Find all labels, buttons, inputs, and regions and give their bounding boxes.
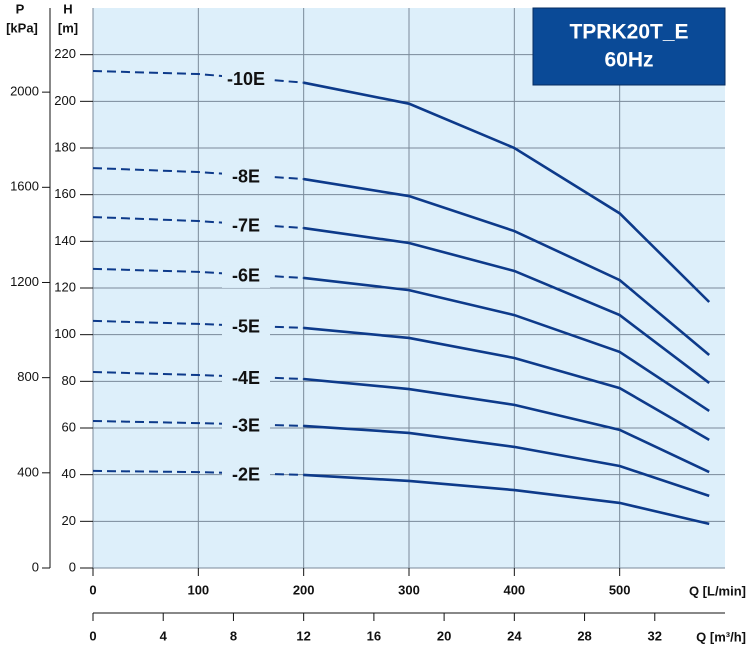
curve-label: -6E	[232, 266, 260, 286]
title-box	[532, 7, 726, 86]
x2-tick-label: 8	[230, 628, 237, 643]
curve-label: -3E	[232, 415, 260, 435]
y-tick-label: 120	[54, 279, 76, 294]
x-tick-label: 100	[187, 582, 209, 597]
x-label: Q [L/min]	[689, 583, 746, 598]
y2-label: P	[16, 1, 25, 16]
curve-label: -10E	[227, 69, 265, 89]
label-bg	[222, 415, 270, 438]
y2-tick-label: 2000	[10, 84, 39, 99]
y-tick-label: 80	[62, 373, 76, 388]
y2-unit: [kPa]	[6, 20, 38, 35]
y2-tick-label: 1200	[10, 274, 39, 289]
x2-tick-label: 24	[507, 628, 522, 643]
x-tick-label: 0	[89, 582, 96, 597]
x2-tick-label: 28	[577, 628, 591, 643]
curve-label: -2E	[232, 464, 260, 484]
x-tick-label: 300	[398, 582, 420, 597]
curve	[303, 226, 710, 385]
curve-label: -7E	[232, 215, 260, 235]
x2-label: Q [m³/h]	[696, 629, 746, 644]
curve	[303, 473, 710, 526]
x-tick-label: 400	[503, 582, 525, 597]
y-label: H	[63, 1, 72, 16]
label-bg	[222, 368, 270, 391]
label-bg	[222, 166, 270, 189]
y2-tick-label: 1600	[10, 179, 39, 194]
label-bg	[222, 69, 270, 92]
x2-tick-label: 16	[367, 628, 381, 643]
y2-tick-label: 0	[32, 559, 39, 574]
curve	[303, 81, 711, 303]
curve	[303, 177, 711, 356]
y-unit: [m]	[58, 20, 78, 35]
y-tick-label: 220	[54, 46, 76, 61]
x-tick-label: 200	[293, 582, 315, 597]
chart-subtitle: 60Hz	[604, 49, 653, 72]
y2-tick-label: 400	[17, 464, 39, 479]
y-tick-label: 20	[62, 513, 76, 528]
label-bg	[222, 265, 270, 288]
curve	[303, 377, 710, 474]
curve	[303, 326, 710, 442]
x2-tick-label: 12	[296, 628, 310, 643]
chart-title: TPRK20T_E	[569, 21, 688, 44]
y-tick-label: 60	[62, 419, 76, 434]
curve-label: -8E	[232, 166, 260, 186]
label-bg	[222, 215, 270, 238]
y-tick-label: 40	[62, 466, 76, 481]
x2-tick-label: 20	[437, 628, 451, 643]
curve-label: -4E	[232, 368, 260, 388]
y-tick-label: 0	[69, 559, 76, 574]
y-tick-label: 100	[54, 326, 76, 341]
y-tick-label: 140	[54, 233, 76, 248]
label-bg	[222, 316, 270, 339]
y-tick-label: 200	[54, 93, 76, 108]
curve	[303, 424, 710, 498]
curve-label: -5E	[232, 317, 260, 337]
x-tick-label: 500	[609, 582, 631, 597]
x2-tick-label: 4	[160, 628, 168, 643]
y2-tick-label: 800	[17, 369, 39, 384]
y-tick-label: 160	[54, 186, 76, 201]
label-bg	[222, 464, 270, 487]
x2-tick-label: 0	[89, 628, 96, 643]
curve	[303, 276, 710, 413]
y-tick-label: 180	[54, 139, 76, 154]
x2-tick-label: 32	[648, 628, 662, 643]
